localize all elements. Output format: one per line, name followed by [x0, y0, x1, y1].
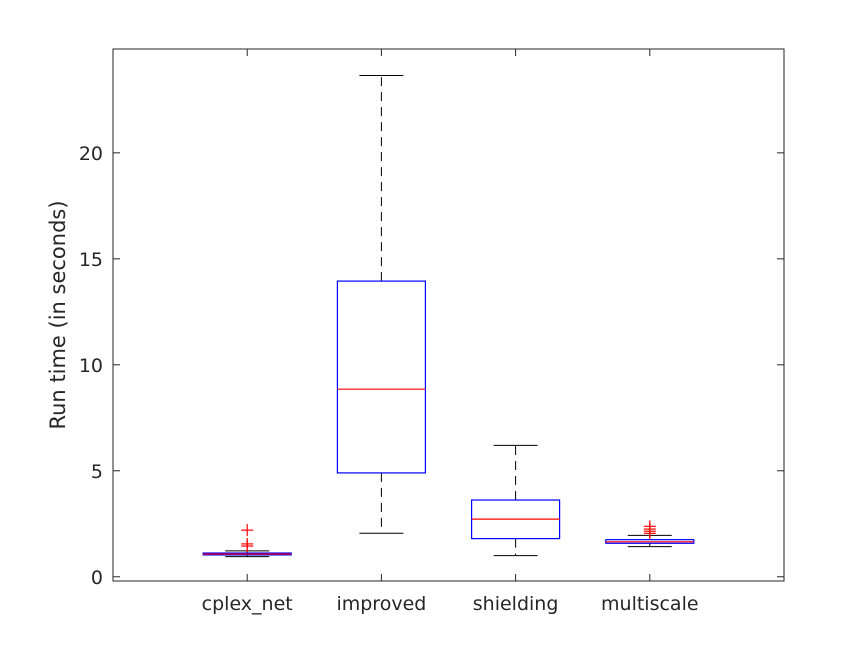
box-improved: [336, 74, 426, 534]
y-axis-label: Run time (in seconds): [46, 200, 70, 429]
x-tick-label: cplex_net: [202, 593, 293, 615]
x-tick-label: multiscale: [601, 593, 699, 615]
y-tick-label: 20: [79, 143, 103, 165]
outlier-marker: [643, 520, 656, 533]
box-shielding: [471, 444, 561, 557]
box-multiscale: [605, 520, 695, 548]
y-tick-label: 15: [79, 249, 103, 271]
x-tick-label: shielding: [473, 593, 559, 615]
y-tick-label: 10: [79, 355, 103, 377]
plot-area: [112, 48, 785, 582]
x-tick-label: improved: [336, 593, 426, 615]
box-rect: [336, 280, 426, 474]
y-axis: 0 5 10 15 20: [79, 143, 784, 589]
outlier-marker: [241, 524, 254, 537]
outlier-marker: [241, 537, 254, 550]
box-cplex_net: [202, 524, 292, 558]
boxes-group: [202, 74, 695, 558]
y-tick-label: 5: [91, 461, 103, 483]
x-axis: cplex_net improved shielding multiscale: [202, 49, 699, 615]
y-tick-label: 0: [91, 567, 103, 589]
